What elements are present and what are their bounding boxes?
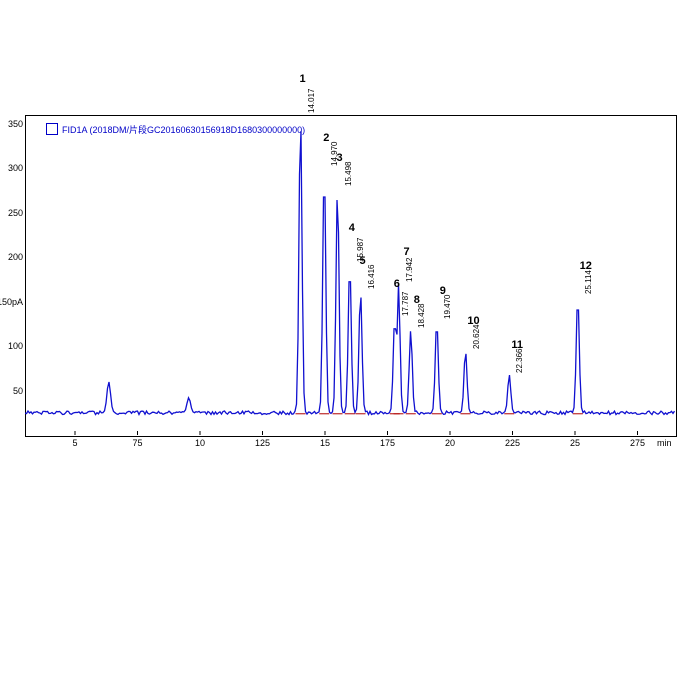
x-tick-label: 10 [188,438,212,448]
y-tick-label: 300 [0,163,23,173]
y-tick-label: 350 [0,119,23,129]
x-tick-label: 175 [376,438,400,448]
x-tick-label: 15 [313,438,337,448]
peak-rt-label: 15.498 [344,161,353,185]
peak-rt-label: 14.017 [307,89,316,113]
x-tick-label: 125 [251,438,275,448]
peak-rt-label: 16.416 [367,265,376,289]
peak-number: 6 [387,278,407,290]
x-tick-label: 20 [438,438,462,448]
y-tick-label: 100 [0,341,23,351]
legend-text: FID1A (2018DM/片段GC20160630156918D1680300… [62,123,305,136]
x-tick-label: 25 [563,438,587,448]
x-tick-label: 5 [63,438,87,448]
peak-number: 4 [342,222,362,234]
peak-number: 7 [397,246,417,258]
x-tick-label: 75 [126,438,150,448]
x-axis-unit: min [657,438,672,448]
peak-rt-label: 20.624 [472,324,481,348]
y-tick-label: 250 [0,208,23,218]
peak-rt-label: 22.366 [515,348,524,372]
peak-rt-label: 19.470 [443,295,452,319]
peak-rt-label: 17.942 [405,257,414,281]
y-tick-label: 150pA [0,297,23,307]
peak-rt-label: 25.114 [584,270,593,294]
y-tick-label: 200 [0,252,23,262]
peak-number: 1 [293,73,313,85]
y-tick-label: 50 [0,386,23,396]
x-tick-label: 225 [501,438,525,448]
x-tick-label: 275 [626,438,650,448]
peak-rt-label: 18.428 [417,304,426,328]
legend-checkbox [46,123,58,135]
